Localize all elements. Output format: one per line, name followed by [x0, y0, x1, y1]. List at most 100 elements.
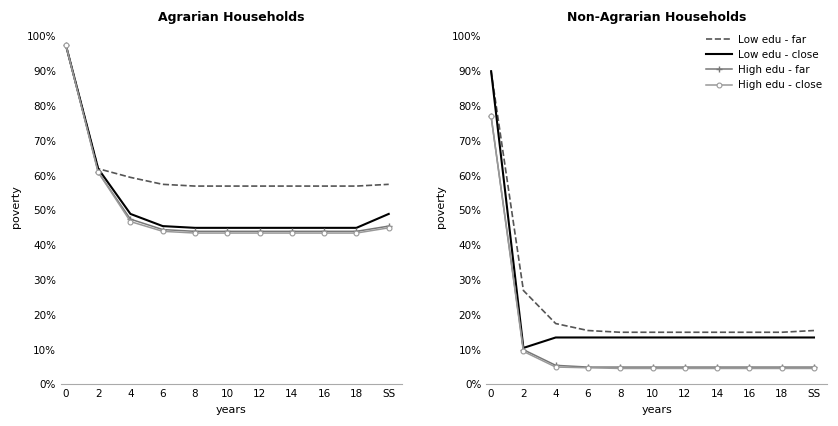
High edu - close [809, 366, 819, 371]
Low edu - close [519, 345, 529, 351]
High edu - close [486, 114, 496, 119]
High edu - far [384, 224, 394, 229]
High edu - far [744, 365, 754, 370]
High edu - close [158, 229, 168, 234]
Low edu - close [777, 335, 787, 340]
Low edu - close [222, 225, 232, 230]
Low edu - far [519, 288, 529, 293]
High edu - far [680, 365, 690, 370]
High edu - far [648, 365, 658, 370]
High edu - close [222, 230, 232, 236]
X-axis label: years: years [216, 405, 246, 415]
Low edu - far [583, 328, 593, 333]
High edu - close [319, 230, 329, 236]
Low edu - close [384, 211, 394, 216]
Low edu - close [583, 335, 593, 340]
High edu - far [712, 365, 722, 370]
Line: High edu - far: High edu - far [62, 42, 392, 235]
Low edu - far [648, 330, 658, 335]
Low edu - far [615, 330, 625, 335]
Low edu - close [712, 335, 722, 340]
Low edu - close [551, 335, 561, 340]
Line: Low edu - far: Low edu - far [66, 45, 389, 186]
High edu - far [615, 365, 625, 370]
Low edu - far [744, 330, 754, 335]
Low edu - far [384, 182, 394, 187]
Low edu - far [551, 321, 561, 326]
Low edu - close [744, 335, 754, 340]
Low edu - close [615, 335, 625, 340]
Low edu - close [680, 335, 690, 340]
High edu - close [126, 219, 136, 224]
High edu - far [809, 365, 819, 370]
Low edu - far [61, 43, 71, 48]
Low edu - far [486, 69, 496, 74]
Low edu - close [486, 69, 496, 74]
Title: Agrarian Households: Agrarian Households [158, 11, 304, 24]
Line: Low edu - close: Low edu - close [491, 71, 814, 348]
Low edu - far [222, 184, 232, 189]
Y-axis label: poverty: poverty [11, 185, 21, 228]
High edu - far [190, 229, 200, 234]
Low edu - close [648, 335, 658, 340]
Line: Low edu - close: Low edu - close [66, 45, 389, 228]
Legend: Low edu - far, Low edu - close, High edu - far, High edu - close: Low edu - far, Low edu - close, High edu… [706, 35, 822, 90]
Line: Low edu - far: Low edu - far [491, 71, 814, 332]
Low edu - far [680, 330, 690, 335]
High edu - far [93, 170, 103, 175]
High edu - close [287, 230, 297, 236]
Low edu - far [287, 184, 297, 189]
High edu - far [61, 43, 71, 48]
Y-axis label: poverty: poverty [437, 185, 447, 228]
High edu - close [255, 230, 265, 236]
High edu - far [551, 363, 561, 368]
Low edu - far [126, 175, 136, 180]
Low edu - close [190, 225, 200, 230]
High edu - far [519, 347, 529, 352]
Low edu - close [809, 335, 819, 340]
Line: High edu - far: High edu - far [488, 113, 817, 371]
Low edu - far [351, 184, 361, 189]
High edu - close [384, 225, 394, 230]
High edu - close [93, 170, 103, 175]
Line: High edu - close: High edu - close [64, 43, 391, 236]
Low edu - far [255, 184, 265, 189]
High edu - far [255, 229, 265, 234]
Low edu - close [287, 225, 297, 230]
High edu - far [126, 216, 136, 222]
High edu - far [583, 365, 593, 370]
High edu - close [551, 365, 561, 370]
High edu - close [712, 366, 722, 371]
High edu - close [777, 366, 787, 371]
Low edu - close [126, 211, 136, 216]
Low edu - far [712, 330, 722, 335]
High edu - far [222, 229, 232, 234]
Low edu - far [93, 166, 103, 171]
Line: High edu - close: High edu - close [489, 114, 816, 371]
Low edu - close [319, 225, 329, 230]
Low edu - close [158, 224, 168, 229]
High edu - close [61, 43, 71, 48]
High edu - far [351, 229, 361, 234]
High edu - far [287, 229, 297, 234]
Low edu - far [190, 184, 200, 189]
High edu - far [777, 365, 787, 370]
High edu - close [680, 366, 690, 371]
X-axis label: years: years [641, 405, 672, 415]
Low edu - far [777, 330, 787, 335]
High edu - close [744, 366, 754, 371]
Low edu - close [93, 166, 103, 171]
High edu - close [615, 366, 625, 371]
High edu - close [351, 230, 361, 236]
High edu - close [648, 366, 658, 371]
High edu - far [486, 114, 496, 119]
Low edu - far [809, 328, 819, 333]
Low edu - close [351, 225, 361, 230]
Low edu - far [319, 184, 329, 189]
Low edu - close [255, 225, 265, 230]
High edu - close [519, 349, 529, 354]
High edu - close [190, 230, 200, 236]
Title: Non-Agrarian Households: Non-Agrarian Households [566, 11, 747, 24]
Low edu - close [61, 43, 71, 48]
High edu - far [158, 227, 168, 232]
